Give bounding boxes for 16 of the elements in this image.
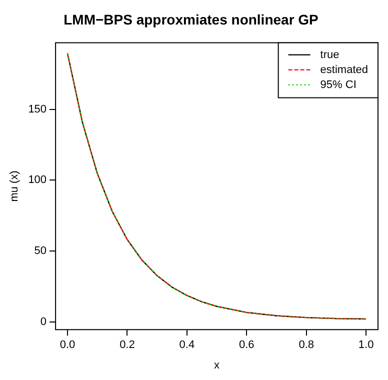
y-axis-title: mu (x) bbox=[8, 170, 21, 202]
chart-title: LMM−BPS approxmiates nonlinear GP bbox=[64, 11, 318, 28]
x-tick-label: 0.8 bbox=[298, 339, 314, 352]
x-tick-label: 0.6 bbox=[238, 339, 254, 352]
legend-label: true bbox=[320, 48, 340, 61]
y-tick-label: 150 bbox=[28, 103, 47, 116]
y-tick-label: 50 bbox=[34, 245, 47, 258]
x-tick-label: 0.0 bbox=[60, 339, 76, 352]
legend-label: estimated bbox=[320, 64, 368, 76]
x-tick-label: 1.0 bbox=[358, 339, 374, 352]
x-axis-title: x bbox=[214, 359, 220, 372]
y-tick-label: 0 bbox=[40, 316, 47, 328]
x-tick-label: 0.2 bbox=[120, 339, 135, 352]
y-tick-label: 100 bbox=[28, 174, 47, 186]
x-tick-label: 0.4 bbox=[179, 339, 195, 352]
legend-label: 95% CI bbox=[320, 78, 356, 91]
